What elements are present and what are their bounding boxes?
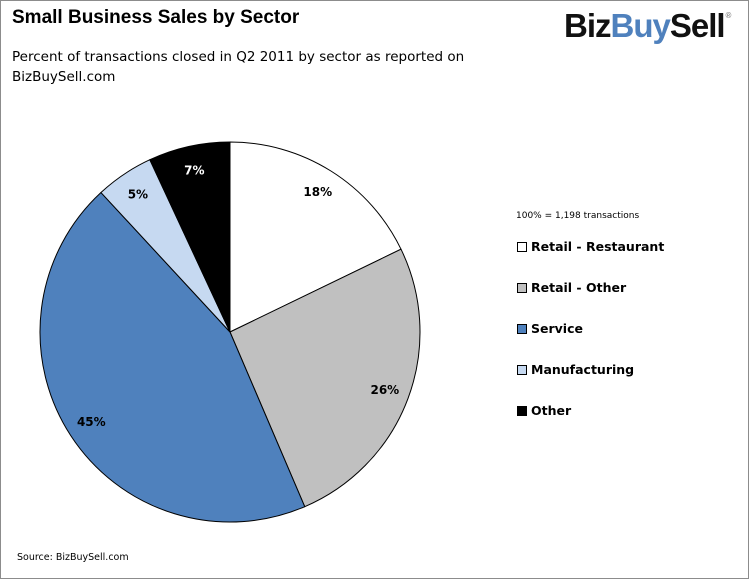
legend-item: Service xyxy=(517,308,664,349)
legend-label: Retail - Other xyxy=(531,280,627,295)
legend-swatch xyxy=(517,405,527,416)
legend-swatch xyxy=(517,364,527,375)
legend-label: Other xyxy=(531,403,572,418)
data-label: 45% xyxy=(77,415,106,429)
legend-swatch xyxy=(517,323,527,334)
data-label: 7% xyxy=(184,164,204,178)
bizbuysell-logo: BizBuySell® xyxy=(564,7,731,44)
legend-item: Retail - Other xyxy=(517,267,664,308)
pie-slice-retail-restaurant xyxy=(229,141,402,333)
chart-title: Small Business Sales by Sector xyxy=(12,7,300,28)
legend-swatch xyxy=(517,282,527,293)
legend-label: Retail - Restaurant xyxy=(531,239,665,254)
chart-subtitle: Percent of transactions closed in Q2 201… xyxy=(12,49,465,85)
data-label: 18% xyxy=(303,185,332,199)
legend-item: Manufacturing xyxy=(517,349,664,390)
data-label: 5% xyxy=(128,188,148,202)
source-note: Source: BizBuySell.com xyxy=(17,552,129,563)
legend-swatch xyxy=(517,241,527,252)
legend-label: Service xyxy=(531,321,583,336)
pie-slice-service xyxy=(39,191,306,523)
legend: Retail - Restaurant Retail - Other Service… xyxy=(517,238,664,443)
legend-item: Other xyxy=(517,390,664,431)
legend-label: Manufacturing xyxy=(531,362,635,377)
data-label: 26% xyxy=(370,383,399,397)
total-note: 100% = 1,198 transactions xyxy=(516,211,640,221)
pie-slice-other xyxy=(149,141,231,333)
legend-item: Retail - Restaurant xyxy=(517,226,664,267)
